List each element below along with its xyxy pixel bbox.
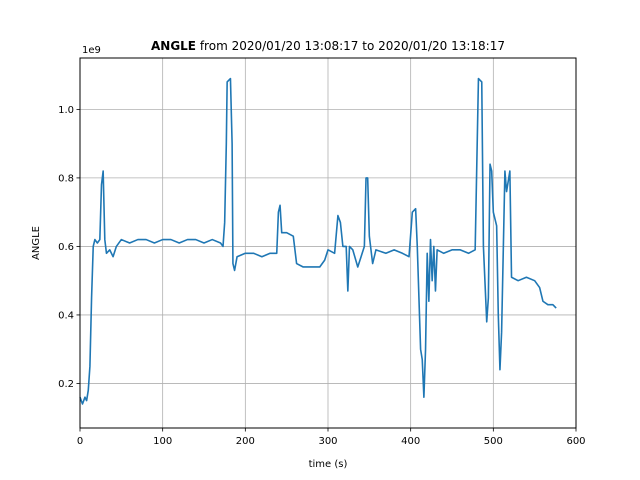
chart-title-rest: from 2020/01/20 13:08:17 to 2020/01/20 1… bbox=[196, 39, 505, 53]
x-tick-label: 400 bbox=[401, 436, 420, 447]
y-tick-label: 0.4 bbox=[58, 310, 74, 321]
x-tick-label: 500 bbox=[484, 436, 503, 447]
y-tick-label: 0.8 bbox=[58, 173, 74, 184]
x-tick-label: 200 bbox=[236, 436, 255, 447]
y-axis-label: ANGLE bbox=[31, 226, 42, 260]
y-tick-label: 0.2 bbox=[58, 379, 74, 390]
x-tick-label: 0 bbox=[77, 436, 83, 447]
series-layer bbox=[79, 77, 557, 405]
y-offset-label: 1e9 bbox=[82, 45, 101, 56]
x-axis-ticks: 0 100 200 300 400 500 600 bbox=[77, 428, 586, 447]
x-tick-label: 600 bbox=[566, 436, 585, 447]
x-tick-label: 300 bbox=[318, 436, 337, 447]
chart-title: ANGLE from 2020/01/20 13:08:17 to 2020/0… bbox=[151, 39, 505, 53]
y-axis-ticks: 0.2 0.4 0.6 0.8 1.0 bbox=[58, 105, 80, 390]
x-axis-label: time (s) bbox=[309, 459, 348, 470]
x-tick-label: 100 bbox=[153, 436, 172, 447]
y-tick-label: 0.6 bbox=[58, 242, 74, 253]
y-tick-label: 1.0 bbox=[58, 105, 74, 116]
series-line bbox=[79, 77, 557, 405]
chart-title-bold: ANGLE bbox=[151, 39, 196, 53]
